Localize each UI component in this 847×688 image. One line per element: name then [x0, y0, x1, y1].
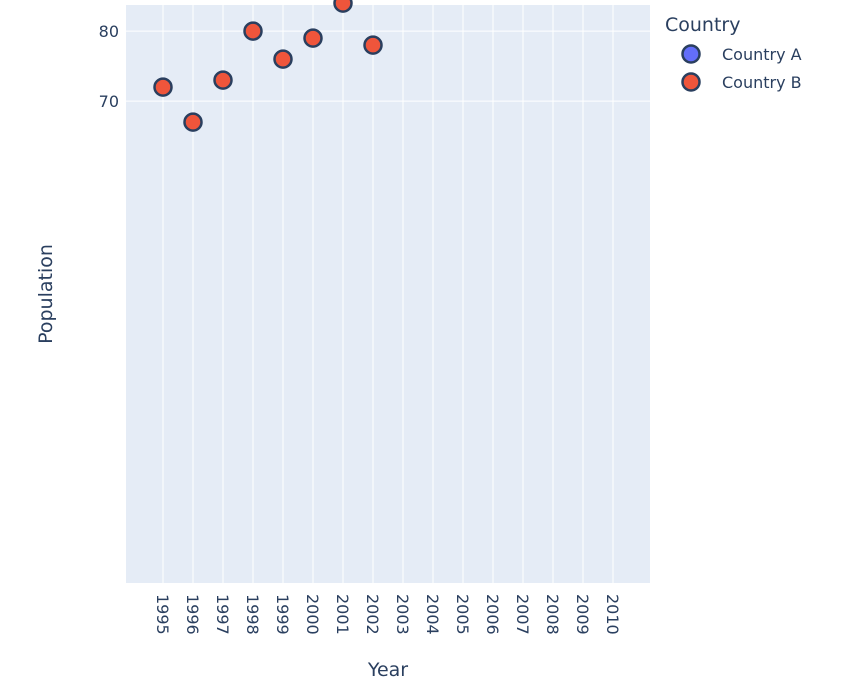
data-point-series-2	[333, 0, 353, 13]
y-tick-label: 80	[99, 22, 119, 41]
legend-title: Country	[665, 14, 740, 36]
x-tick-label: 2006	[483, 594, 502, 635]
data-point-series-2	[363, 35, 383, 55]
x-axis-title: Year	[367, 659, 408, 681]
y-tick-label: 70	[99, 92, 119, 111]
legend[interactable]: Country Country A Country B	[665, 14, 802, 92]
plot-background	[126, 5, 650, 583]
data-point-series-2	[273, 49, 293, 69]
x-tick-label: 1999	[273, 594, 292, 635]
x-tick-label: 1995	[153, 594, 172, 635]
legend-item[interactable]: Country B	[681, 72, 802, 92]
grid	[126, 5, 650, 583]
x-tick-label: 2007	[513, 594, 532, 635]
x-tick-label: 2005	[453, 594, 472, 635]
x-tick-label: 2001	[333, 594, 352, 635]
x-tick-label: 1998	[243, 594, 262, 635]
legend-label: Country A	[722, 45, 802, 64]
x-tick-label: 2004	[423, 594, 442, 635]
x-tick-label: 1996	[183, 594, 202, 635]
y-axis-title: Population	[35, 244, 57, 344]
legend-items: Country A Country B	[681, 44, 802, 92]
y-axis-ticks: 708090100110120130140	[99, 22, 119, 111]
x-tick-label: 2010	[603, 594, 622, 635]
legend-item[interactable]: Country A	[681, 44, 802, 64]
x-tick-label: 2003	[393, 594, 412, 635]
x-tick-label: 2008	[543, 594, 562, 635]
x-tick-label: 1997	[213, 594, 232, 635]
legend-label: Country B	[722, 73, 802, 92]
legend-marker	[681, 44, 701, 64]
data-point-series-2	[183, 112, 203, 132]
data-point-series-2	[243, 21, 263, 41]
legend-marker	[681, 72, 701, 92]
data-point-series-2	[153, 77, 173, 97]
x-axis-ticks: 1995 1996 1997 1998 1999 2000 2001 2002 2003 2004…	[153, 594, 622, 635]
data-point-series-2	[303, 28, 323, 48]
x-tick-label: 2009	[573, 594, 592, 635]
data-points	[153, 0, 383, 132]
data-point-series-2	[213, 70, 233, 90]
x-tick-label: 2002	[363, 594, 382, 635]
x-tick-label: 2000	[303, 594, 322, 635]
